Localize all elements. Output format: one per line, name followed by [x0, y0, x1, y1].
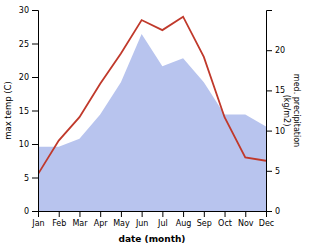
tick-mark	[225, 211, 226, 217]
tick-label: 20	[275, 46, 285, 55]
marks	[38, 17, 266, 211]
tick-label: Feb	[52, 219, 66, 228]
y-tick: 20	[19, 73, 38, 82]
tick-label: Nov	[238, 219, 254, 228]
tick-mark	[266, 171, 272, 172]
y2-tick: 5	[266, 167, 280, 176]
tick-label: 0	[24, 207, 29, 216]
chart: JanFebMarAprMayJunJulAugSepOctNovDec0510…	[0, 0, 318, 247]
axis-line	[39, 212, 267, 218]
x-tick: Aug	[176, 211, 192, 228]
y2-axis-title-line: (kg/m2)	[282, 95, 291, 127]
y-tick: 10	[19, 140, 38, 149]
x-tick: Sep	[197, 211, 212, 228]
x-axis: Jan Feb Mar Apr May Jun Jul Aug Sep Oct Nov Dec	[31, 211, 274, 228]
tick-label: 10	[275, 127, 285, 136]
tick-mark	[204, 211, 205, 217]
tick-label: Jan	[31, 219, 44, 228]
tick-label: 5	[275, 167, 280, 176]
tick-label: 15	[19, 107, 29, 116]
tick-mark	[245, 211, 246, 217]
y-tick: 25	[19, 40, 38, 49]
tick-label: Apr	[94, 219, 109, 228]
y2-axis-title: med. precipitation(kg/m2)	[282, 74, 301, 147]
y-tick: 30	[19, 6, 38, 15]
tick-label: 30	[19, 6, 29, 15]
x-tick: Nov	[238, 211, 254, 228]
x-tick: Oct	[218, 211, 232, 228]
y2-tick: 20	[266, 46, 285, 55]
tick-mark	[32, 77, 38, 78]
x-tick: May	[113, 211, 130, 228]
tick-mark	[142, 211, 143, 217]
tick-mark	[162, 211, 163, 217]
plot: JanFebMarAprMayJunJulAugSepOctNovDec0510…	[19, 6, 285, 228]
tick-mark	[32, 111, 38, 112]
tick-label: 0	[275, 207, 280, 216]
tick-label: 10	[19, 140, 29, 149]
tick-mark	[79, 211, 80, 217]
x-tick: Jun	[135, 211, 149, 228]
tick-mark	[32, 211, 38, 212]
tick-label: Aug	[176, 219, 192, 228]
y-axis-title: max temp (C)	[3, 81, 13, 140]
tick-label: 25	[19, 40, 29, 49]
tick-mark	[32, 44, 38, 45]
tick-mark	[266, 211, 272, 212]
x-tick: Apr	[94, 211, 109, 228]
tick-mark	[32, 144, 38, 145]
tick-label: Oct	[218, 219, 232, 228]
tick-label: May	[113, 219, 130, 228]
y-axis: 0 5 10 15 20 25 30	[19, 6, 39, 216]
tick-label: Jul	[157, 219, 168, 228]
y-tick: 0	[24, 207, 38, 216]
axis-line	[32, 11, 39, 212]
temperature-line	[38, 17, 266, 174]
tick-label: Sep	[197, 219, 212, 228]
tick-label: Dec	[259, 219, 274, 228]
tick-mark	[32, 10, 38, 11]
tick-mark	[100, 211, 101, 217]
tick-mark	[266, 90, 272, 91]
x-tick: Jul	[157, 211, 168, 228]
x-axis-title: date (month)	[119, 234, 186, 244]
y2-tick: 10	[266, 127, 285, 136]
y2-axis-title-line: med. precipitation	[292, 74, 301, 147]
y2-tick: 0	[266, 207, 280, 216]
tick-label: Jun	[135, 219, 149, 228]
tick-mark	[266, 50, 272, 51]
x-tick: Feb	[52, 211, 66, 228]
tick-mark	[59, 211, 60, 217]
y-tick: 5	[24, 174, 38, 183]
x-tick: Jan	[31, 211, 44, 228]
tick-label: 5	[24, 174, 29, 183]
tick-label: Mar	[72, 219, 88, 228]
precipitation-area	[38, 34, 266, 211]
x-tick: Dec	[259, 211, 274, 228]
tick-mark	[266, 131, 272, 132]
y-tick: 15	[19, 107, 38, 116]
tick-mark	[32, 178, 38, 179]
tick-label: 20	[19, 73, 29, 82]
tick-mark	[183, 211, 184, 217]
axis-line	[267, 11, 273, 212]
x-tick: Mar	[72, 211, 88, 228]
tick-mark	[121, 211, 122, 217]
